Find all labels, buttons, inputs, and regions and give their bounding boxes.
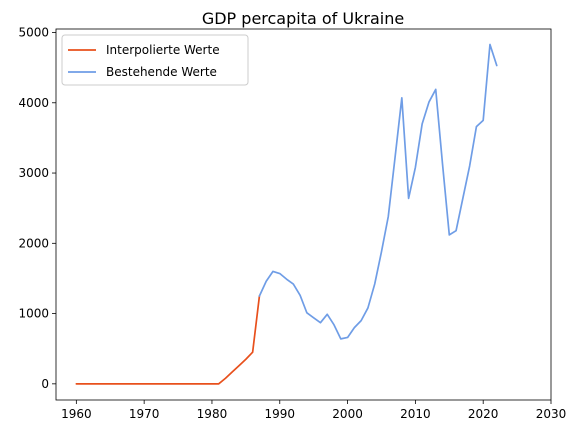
y-tick-label: 2000 — [18, 236, 49, 250]
x-tick-label: 1970 — [129, 407, 160, 421]
x-tick-label: 1980 — [197, 407, 228, 421]
y-tick-label: 3000 — [18, 166, 49, 180]
x-tick-label: 2030 — [536, 407, 567, 421]
x-tick-label: 2000 — [332, 407, 363, 421]
x-tick-label: 1960 — [61, 407, 92, 421]
legend-label-existing: Bestehende Werte — [106, 65, 217, 79]
legend-box — [61, 34, 249, 86]
y-tick-label: 4000 — [18, 96, 49, 110]
chart-title: GDP percapita of Ukraine — [202, 9, 404, 28]
y-tick-label: 1000 — [18, 307, 49, 321]
x-tick-label: 2010 — [400, 407, 431, 421]
series-line-interpolated — [75, 295, 261, 385]
x-tick-label: 1990 — [264, 407, 295, 421]
plot-frame — [55, 28, 552, 401]
legend: Interpolierte Werte Bestehende Werte — [61, 34, 249, 86]
x-tick-label: 2020 — [468, 407, 499, 421]
y-tick-label: 0 — [41, 377, 49, 391]
legend-label-interpolated: Interpolierte Werte — [106, 43, 220, 57]
series-line-existing — [258, 43, 498, 340]
y-tick-label: 5000 — [18, 26, 49, 40]
